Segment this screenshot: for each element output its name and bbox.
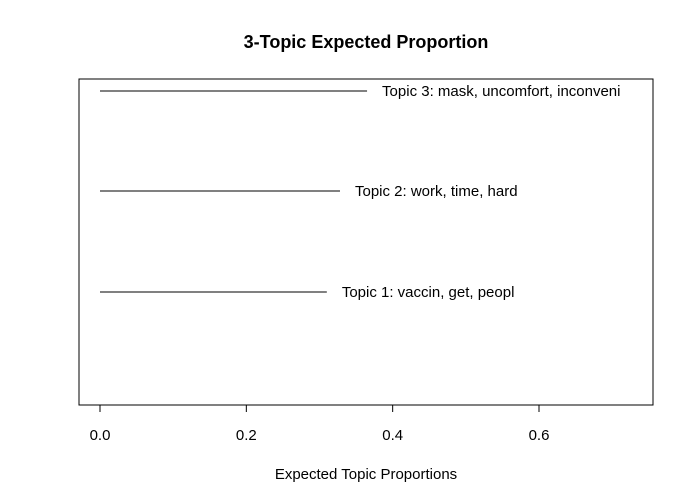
topic-label: Topic 2: work, time, hard <box>355 183 518 200</box>
topic-label: Topic 3: mask, uncomfort, inconveni <box>382 83 620 100</box>
x-tick-label: 0.6 <box>529 427 550 444</box>
x-tick-label: 0.2 <box>236 427 257 444</box>
topic-lines: Topic 1: vaccin, get, peopl Topic 2: work… <box>100 83 621 301</box>
x-axis-label: Expected Topic Proportions <box>275 466 457 483</box>
topic-label: Topic 1: vaccin, get, peopl <box>342 284 515 301</box>
plot-frame <box>78 78 654 406</box>
x-tick-label: 0.4 <box>382 427 403 444</box>
x-axis: 0.0 0.2 0.4 0.6 <box>90 404 550 444</box>
chart-title: 3-Topic Expected Proportion <box>244 32 489 52</box>
x-tick-label: 0.0 <box>90 427 111 444</box>
